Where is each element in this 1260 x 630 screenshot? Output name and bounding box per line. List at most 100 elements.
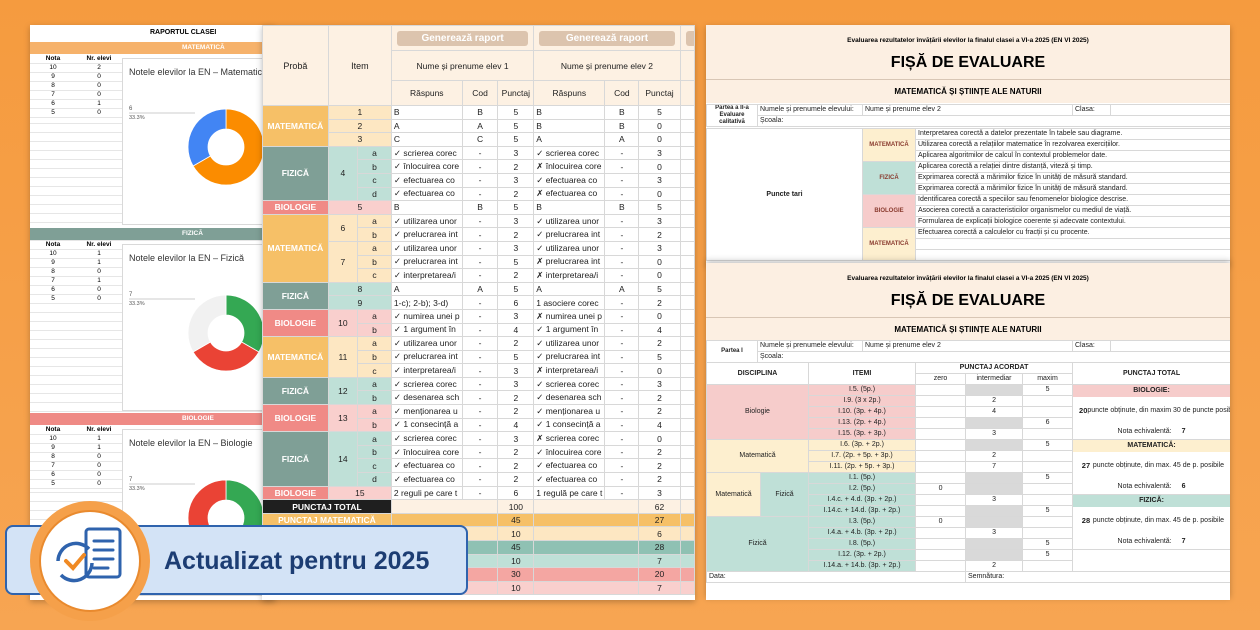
points: 5 [497, 200, 535, 215]
awarded-points [915, 505, 967, 517]
awarded-points [965, 505, 1024, 517]
answer: A [390, 281, 463, 297]
code: B [604, 200, 640, 215]
awarded-points: 3 [965, 494, 1024, 506]
student-name: Nume și prenume elev 2 [862, 340, 1073, 352]
code: - [461, 295, 499, 310]
column-header: maxim [1022, 373, 1074, 385]
code: - [604, 240, 640, 256]
awarded-points: 0 [915, 516, 967, 528]
answer: ✓ înlocuirea core [390, 159, 463, 174]
column-header: Punctaj [497, 80, 535, 106]
item-part: a [357, 213, 392, 229]
subject-cell: BIOLOGIE [262, 200, 329, 215]
item-row: I.7. (2p. + 5p. + 3p.) 2 [707, 450, 1231, 462]
item-part: a [357, 431, 392, 446]
points: 2 [497, 336, 535, 351]
part-label: Partea a II-a Evaluare calitativă [706, 104, 758, 127]
answer: ✓ efectuarea co [533, 172, 606, 188]
item-row: Matematică I.6. (3p. + 2p.) 5 [706, 439, 1231, 473]
code: - [461, 268, 499, 283]
report-title: RAPORTUL CLASEI [30, 25, 275, 40]
empty-cell [679, 540, 695, 555]
awarded-points [965, 549, 1024, 561]
grade: 8 [30, 81, 76, 91]
grade-label: Nota echivalentă: [1117, 538, 1172, 545]
awarded-points [1022, 516, 1074, 528]
empty-cell [679, 390, 695, 406]
points: 0 [638, 132, 681, 147]
total-subject: BIOLOGIE: [1073, 385, 1230, 397]
code: - [604, 390, 640, 406]
answer: ✓ prelucrarea int [390, 254, 463, 270]
empty-cell [679, 50, 695, 81]
student-count: 1 [76, 443, 122, 453]
generate-report-button[interactable]: Generează raport [539, 30, 675, 46]
header-row: Nume și prenume elev 1 Nume și prenume el… [263, 50, 695, 81]
item-cell: 12 [327, 376, 359, 406]
empty-cell [533, 567, 640, 582]
points: 3 [497, 431, 535, 446]
code: - [604, 186, 640, 202]
class-report-sheet: RAPORTUL CLASEI MATEMATICĂ Nota Nr. elevi 10… [30, 25, 275, 600]
subject-cell: MATEMATICĂ [862, 128, 916, 162]
answer: ✓ înlocuirea core [533, 444, 606, 460]
column-header: DISCIPLINA [706, 362, 810, 385]
discipline-cell: Matematică [706, 472, 761, 517]
student-count: 0 [76, 294, 122, 304]
points: 2 [638, 458, 681, 474]
evaluation-sheet-scores: Evaluarea rezultatelor învățării elevilo… [706, 263, 1230, 600]
code: - [604, 322, 640, 338]
points: 2 [497, 404, 535, 419]
empty-cell [1110, 104, 1230, 116]
donut-chart: 7 33.3% [129, 292, 265, 372]
score-row: BIOLOGIE 13 a ✓ menționarea u -2 ✓ menționare… [262, 404, 695, 433]
empty-cell [533, 499, 640, 514]
item-part: b [357, 417, 392, 433]
empty-cell [679, 132, 695, 147]
score-row: b ✓ prelucrarea int -5 ✗ prelucrarea int -0 [263, 254, 695, 270]
evaluation-sheet-qualitative: Evaluarea rezultatelor învățării elevilo… [706, 25, 1230, 265]
points: 2 [638, 227, 681, 242]
empty-cell [679, 268, 695, 283]
empty-cell [679, 499, 695, 514]
score-row: b ✓ prelucrarea int -5 ✓ prelucrarea int -5 [263, 349, 695, 365]
column-header: Răspuns [533, 80, 606, 106]
part-label: Partea I [706, 340, 758, 363]
student-count: 1 [76, 276, 122, 286]
student-info: Partea a II-a Evaluare calitativă Numele … [706, 104, 1230, 127]
item-part: b [357, 227, 392, 242]
points: 2 [497, 159, 535, 174]
points: 3 [497, 172, 535, 188]
strength-row [707, 249, 1230, 261]
awarded-points [915, 494, 967, 506]
empty-cell [679, 186, 695, 202]
strength-row: BIOLOGIE Identificarea corectă a speciilo… [707, 194, 1230, 228]
callout-label: 7 [129, 477, 133, 483]
chart-title: Notele elevilor la EN – Biologie [129, 438, 253, 448]
date-label: Data: [706, 571, 967, 583]
answer: ✗ prelucrarea int [533, 254, 606, 270]
code: - [461, 444, 499, 460]
item-label: I.4.a. + 4.b. (3p. + 2p.) [808, 527, 917, 539]
code: - [461, 376, 499, 392]
strength-text: Utilizarea corectă a relațiilor matemati… [915, 139, 1230, 151]
subject-cell: FIZICĂ [262, 431, 329, 487]
strength-text: Efectuarea corectă a calculelor cu fracț… [915, 227, 1230, 239]
answer: A [533, 281, 606, 297]
item-cell: 3 [327, 132, 392, 147]
answer: ✓ scrierea corec [390, 431, 463, 446]
item-part: a [357, 404, 392, 419]
answer: ✓ 1 consecință a [390, 417, 463, 433]
empty-cell [679, 213, 695, 229]
score-row: 9 1-c); 2-b); 3-d) -6 1 asociere corec -2 [263, 295, 695, 310]
code: - [461, 159, 499, 174]
code: - [461, 404, 499, 419]
points: 3 [638, 213, 681, 229]
generate-report-button[interactable]: Generează raport [396, 30, 529, 46]
